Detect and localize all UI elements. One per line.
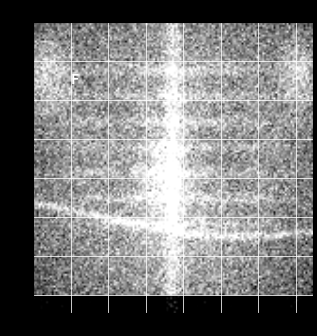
- Title: NORMAL: NORMAL: [146, 4, 201, 19]
- Text: F: F: [71, 73, 79, 87]
